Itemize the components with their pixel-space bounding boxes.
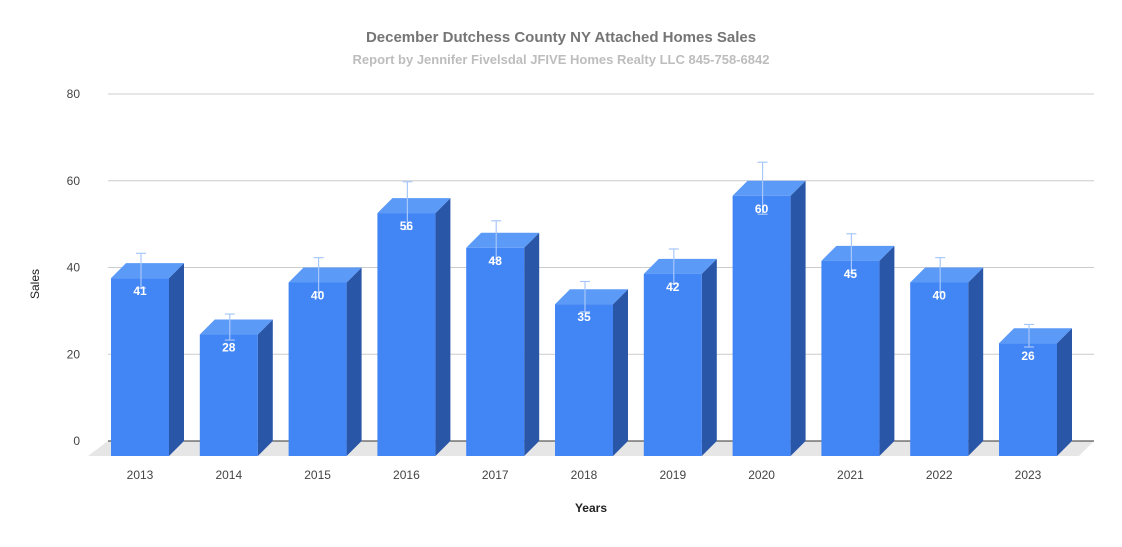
bar-side — [257, 319, 273, 456]
data-label: 41 — [133, 284, 147, 298]
bar-front — [111, 278, 169, 456]
bar: 26 — [999, 323, 1072, 456]
bar: 40 — [288, 257, 362, 456]
bar-front — [466, 247, 525, 456]
bar-top — [999, 328, 1072, 344]
y-tick-label: 60 — [67, 174, 81, 188]
y-tick-label: 0 — [73, 434, 80, 448]
data-label: 45 — [844, 267, 858, 281]
data-label: 26 — [1021, 349, 1035, 363]
bar-side — [968, 267, 984, 456]
data-label: 28 — [222, 341, 236, 355]
data-label: 40 — [933, 289, 947, 303]
bar-side — [435, 198, 451, 456]
bar-front — [199, 334, 258, 456]
x-tick-label: 2019 — [659, 468, 686, 482]
bar-top — [199, 319, 273, 335]
bar: 45 — [821, 233, 895, 456]
bar-top — [910, 267, 984, 283]
bar-side — [613, 289, 628, 456]
error-bar — [313, 257, 324, 293]
data-label: 48 — [489, 254, 503, 268]
x-tick-label: 2018 — [571, 468, 598, 482]
bar: 35 — [555, 280, 628, 456]
error-bar — [224, 313, 235, 341]
x-tick-label: 2016 — [393, 468, 420, 482]
bar-front — [377, 213, 436, 456]
x-tick-label: 2015 — [304, 468, 331, 482]
bar-front — [910, 282, 969, 456]
x-tick-label: 2021 — [837, 468, 864, 482]
error-bar — [1024, 323, 1034, 348]
bar-side — [346, 267, 362, 456]
bar-side — [790, 180, 806, 456]
bar-top — [555, 289, 628, 305]
data-label: 35 — [577, 310, 591, 324]
axis-ticks: 0 20 40 60 80 2013 2014 2015 2016 2017 2018 2019 202… — [67, 87, 1042, 482]
error-bar — [668, 248, 679, 285]
bar-front — [555, 304, 613, 456]
bar-side — [1057, 328, 1072, 456]
bar-side — [169, 263, 184, 456]
x-axis-label: Years — [575, 501, 607, 515]
bar-top — [821, 245, 895, 261]
bar-side — [879, 245, 895, 456]
error-bar — [580, 280, 590, 313]
error-bar — [846, 233, 857, 274]
error-bar — [935, 257, 946, 293]
error-bar — [136, 252, 146, 289]
y-tick-label: 40 — [67, 261, 81, 275]
bar-front — [732, 195, 791, 456]
x-tick-label: 2022 — [926, 468, 953, 482]
y-tick-label: 80 — [67, 87, 81, 101]
bar-front — [288, 282, 347, 456]
x-tick-label: 2014 — [215, 468, 242, 482]
bar-side — [524, 232, 540, 456]
bar-side — [701, 258, 717, 456]
bar-top — [377, 198, 451, 214]
bar-top — [732, 180, 806, 196]
y-tick-label: 20 — [67, 347, 81, 361]
bar-front — [821, 260, 880, 456]
bar: 28 — [199, 313, 273, 456]
bar-top — [643, 258, 717, 274]
data-label: 60 — [755, 202, 769, 216]
x-tick-label: 2017 — [482, 468, 509, 482]
bar: 42 — [643, 248, 717, 456]
chart-subtitle: Report by Jennifer Fivelsdal JFIVE Homes… — [353, 52, 770, 67]
y-axis-label: Sales — [28, 269, 42, 299]
bar-front — [999, 343, 1057, 456]
error-bar — [402, 181, 413, 231]
bar: 41 — [111, 252, 184, 456]
bar: 48 — [466, 220, 540, 456]
bar-top — [466, 232, 540, 248]
error-bar — [491, 220, 502, 261]
bar: 60 — [732, 161, 806, 456]
data-label: 42 — [666, 280, 680, 294]
x-tick-label: 2023 — [1015, 468, 1042, 482]
bar: 40 — [910, 257, 984, 456]
bars: 41 28 40 56 48 35 42 60 45 40 26 — [111, 161, 1072, 456]
data-label: 56 — [400, 219, 414, 233]
bar-front — [643, 273, 702, 456]
error-bar — [757, 161, 768, 215]
x-tick-label: 2020 — [748, 468, 775, 482]
bar-top — [111, 263, 184, 279]
bar: 56 — [377, 181, 451, 456]
data-label: 40 — [311, 289, 325, 303]
chart-title: December Dutchess County NY Attached Hom… — [366, 29, 756, 46]
bar-top — [288, 267, 362, 283]
x-tick-label: 2013 — [127, 468, 154, 482]
